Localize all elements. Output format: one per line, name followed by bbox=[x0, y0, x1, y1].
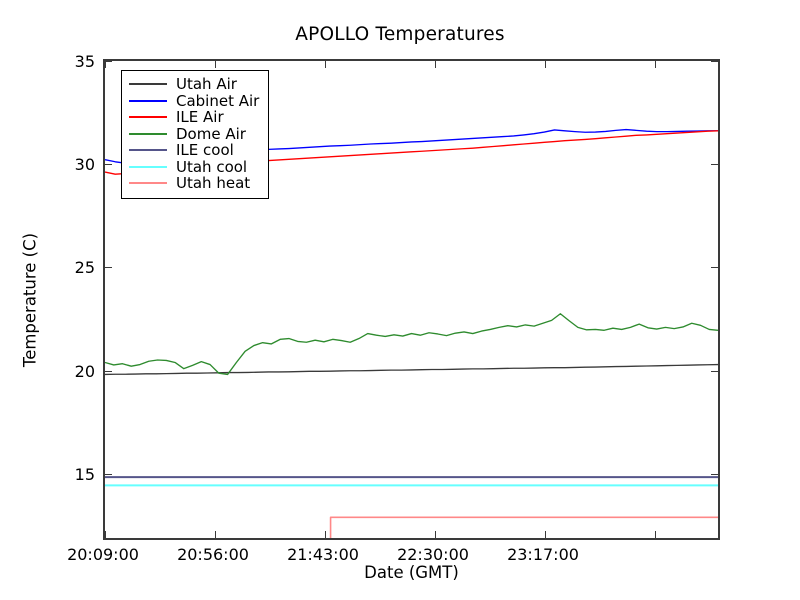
y-tick-label: 15 bbox=[74, 464, 95, 484]
x-tick-label: 20:09:00 bbox=[67, 545, 139, 564]
y-tick-mark bbox=[105, 267, 112, 269]
page-title: APOLLO Temperatures bbox=[295, 24, 505, 45]
x-tick-mark bbox=[435, 531, 436, 538]
legend-item-label: Utah Air bbox=[176, 75, 237, 93]
legend-line-icon bbox=[129, 116, 167, 119]
legend-line-icon bbox=[129, 83, 167, 86]
x-tick-label: 23:17:00 bbox=[507, 545, 579, 564]
legend-item-label: Utah cool bbox=[176, 157, 248, 176]
y-tick-mark bbox=[711, 267, 718, 269]
x-tick-mark bbox=[545, 61, 546, 68]
legend-line-icon bbox=[129, 132, 167, 135]
x-tick-mark bbox=[215, 531, 216, 538]
x-tick-mark bbox=[435, 61, 436, 68]
y-tick-mark bbox=[105, 473, 112, 475]
legend-item-label: ILE Air bbox=[176, 108, 224, 126]
legend-item-cabinet-air[interactable]: Cabinet Air bbox=[129, 91, 260, 110]
legend-item-ile-air[interactable]: ILE Air bbox=[129, 109, 259, 126]
legend-item-utah-cool[interactable]: Utah cool bbox=[129, 157, 259, 176]
y-tick-mark bbox=[105, 61, 112, 62]
x-tick-mark bbox=[215, 61, 216, 68]
y-tick-mark bbox=[105, 370, 112, 372]
y-tick-mark bbox=[711, 370, 718, 372]
legend-item-utah-heat[interactable]: Utah heat bbox=[129, 175, 259, 192]
y-tick-mark bbox=[711, 473, 718, 475]
y-axis-label-container: Temperature (C) bbox=[18, 59, 42, 540]
x-tick-mark bbox=[655, 531, 656, 538]
y-tick-mark bbox=[711, 164, 718, 166]
x-tick-label: 21:43:00 bbox=[287, 545, 359, 564]
legend: Utah Air Cabinet Air ILE Air Dome Air ILE co… bbox=[121, 70, 270, 199]
x-tick-mark bbox=[105, 61, 106, 68]
legend-item-label: Dome Air bbox=[176, 124, 246, 143]
x-tick-label: 22:30:00 bbox=[397, 545, 469, 564]
x-axis-label: Date (GMT) bbox=[364, 563, 459, 582]
legend-item-label: Utah heat bbox=[176, 174, 251, 192]
legend-item-label: Cabinet Air bbox=[176, 91, 260, 110]
legend-item-utah-air[interactable]: Utah Air bbox=[129, 76, 259, 93]
y-tick-label: 25 bbox=[74, 258, 95, 278]
legend-item-ile-cool[interactable]: ILE cool bbox=[129, 142, 259, 159]
legend-line-icon bbox=[129, 99, 167, 102]
legend-line-icon bbox=[129, 165, 167, 168]
legend-line-icon bbox=[129, 149, 167, 152]
x-tick-mark bbox=[545, 531, 546, 538]
y-axis-label: Temperature (C) bbox=[20, 232, 40, 367]
y-tick-mark bbox=[105, 164, 112, 166]
x-tick-mark bbox=[105, 531, 106, 538]
x-tick-mark bbox=[325, 61, 326, 68]
y-tick-mark bbox=[711, 61, 718, 62]
x-tick-mark bbox=[325, 531, 326, 538]
y-tick-label: 30 bbox=[74, 155, 95, 175]
x-tick-label: 20:56:00 bbox=[177, 545, 249, 564]
y-tick-label: 20 bbox=[74, 361, 95, 381]
legend-item-dome-air[interactable]: Dome Air bbox=[129, 124, 259, 143]
legend-line-icon bbox=[129, 182, 167, 185]
y-tick-label: 35 bbox=[74, 52, 95, 71]
x-tick-mark bbox=[655, 61, 656, 68]
legend-item-label: ILE cool bbox=[176, 141, 234, 159]
